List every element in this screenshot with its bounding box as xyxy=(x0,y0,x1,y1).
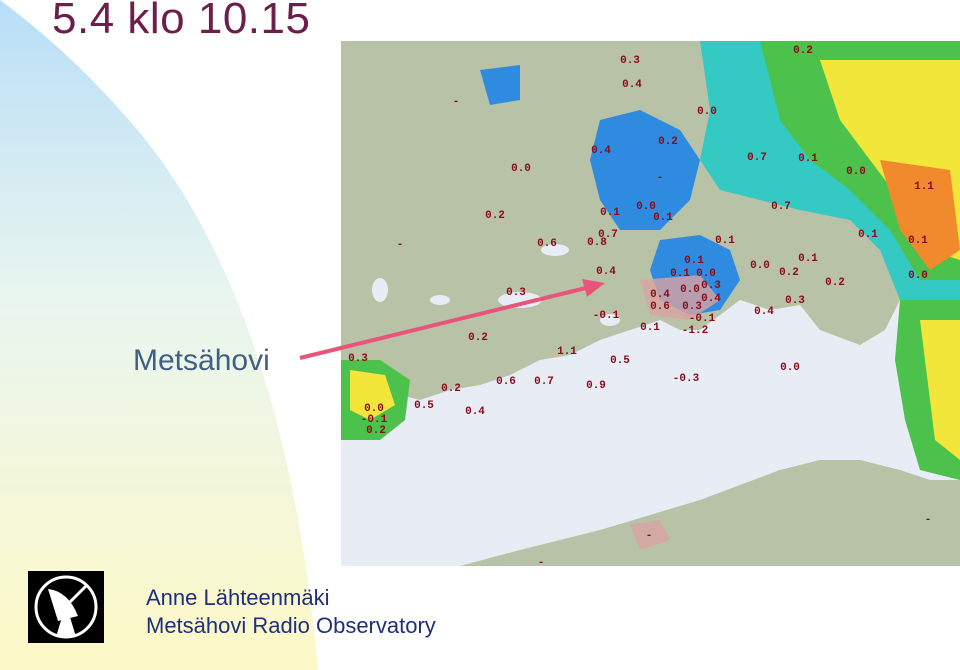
rain-value-label: 0.4 xyxy=(701,293,721,305)
rain-value-label: 0.3 xyxy=(620,55,640,67)
rain-value-label: -0.3 xyxy=(673,373,700,385)
rain-value-label: 0.6 xyxy=(496,376,516,388)
rain-value-label: 0.6 xyxy=(537,238,557,250)
rain-value-label: 0.2 xyxy=(793,45,813,57)
rain-value-label: 0.1 xyxy=(798,253,818,265)
rain-value-label: 0.1 xyxy=(670,268,690,280)
rain-value-label: 0.2 xyxy=(441,383,461,395)
rain-value-labels: 0.30.20.4-0.00.20.40.7 0.10.0 0.0-1.10.0 0.… xyxy=(348,45,934,566)
author-affiliation: Metsähovi Radio Observatory xyxy=(146,613,436,638)
rain-value-label: 0.0 xyxy=(680,284,700,296)
rain-value-label: 0.2 xyxy=(366,425,386,437)
rain-value-label: 1.1 xyxy=(557,346,577,358)
rain-value-label: 0.4 xyxy=(591,145,611,157)
rain-value-label: 0.1 xyxy=(640,322,660,334)
rain-value-label: 0.4 xyxy=(596,266,616,278)
rain-value-label: 0.5 xyxy=(414,400,434,412)
rain-value-label: 0.5 xyxy=(610,355,630,367)
rain-value-label: 0.3 xyxy=(348,353,368,365)
author-name: Anne Lähteenmäki xyxy=(146,585,330,610)
rain-value-label: 0.0 xyxy=(697,106,717,118)
rain-value-label: 0.0 xyxy=(511,163,531,175)
metsahovi-label: Metsähovi xyxy=(133,344,270,377)
rain-value-label: - xyxy=(657,172,664,184)
rain-value-label: 0.1 xyxy=(858,229,878,241)
rain-value-label: 0.7 xyxy=(771,201,791,213)
rain-value-label: 0.0 xyxy=(846,166,866,178)
observatory-logo xyxy=(28,571,104,643)
rain-value-label: 0.0 xyxy=(750,260,770,272)
rain-value-label: 0.1 xyxy=(715,235,735,247)
rain-value-label: 0.7 xyxy=(598,229,618,241)
rain-value-label: - xyxy=(646,530,653,542)
rain-value-label: 0.4 xyxy=(650,289,670,301)
rain-value-label: 0.3 xyxy=(701,280,721,292)
rain-value-label: -0.1 xyxy=(689,313,716,325)
slide-title: 5.4 klo 10.15 xyxy=(52,0,311,43)
rain-value-label: 0.8 xyxy=(587,237,607,249)
rain-value-label: 0.4 xyxy=(622,79,642,91)
rain-value-label: 0.0 xyxy=(364,403,384,415)
rain-value-label: -0.1 xyxy=(361,414,388,426)
rain-value-label: 0.1 xyxy=(908,235,928,247)
rain-value-label: -1.2 xyxy=(682,325,708,337)
rain-value-label: 0.7 xyxy=(747,152,767,164)
rain-value-label: - xyxy=(453,96,460,108)
rain-value-label: 0.1 xyxy=(600,207,620,219)
rain-value-label: 0.0 xyxy=(636,201,656,213)
rain-value-label: 0.2 xyxy=(779,267,799,279)
rain-value-label: 0.6 xyxy=(650,301,670,313)
rain-value-label: 0.2 xyxy=(658,136,678,148)
rain-value-label: 0.3 xyxy=(682,301,702,313)
rain-value-label: 0.7 xyxy=(534,376,554,388)
rain-value-label: 0.2 xyxy=(468,332,488,344)
author-block: Anne Lähteenmäki Metsähovi Radio Observa… xyxy=(146,584,436,640)
rain-value-label: - xyxy=(538,557,545,566)
rain-value-label: 0.1 xyxy=(798,153,818,165)
rain-value-label: -0.1 xyxy=(593,310,620,322)
rain-value-label: 0.4 xyxy=(465,406,485,418)
rain-value-label: - xyxy=(925,514,932,526)
south-land xyxy=(460,460,960,566)
rain-value-label: 0.9 xyxy=(586,380,606,392)
rain-value-label: 0.4 xyxy=(754,306,774,318)
rain-value-label: 0.0 xyxy=(780,362,800,374)
rain-value-label: 0.0 xyxy=(696,268,716,280)
rain-value-label: 0.1 xyxy=(653,212,673,224)
rain-value-label: 0.2 xyxy=(825,277,845,289)
rain-value-label: 0.0 xyxy=(908,270,928,282)
rain-value-label: - xyxy=(397,239,404,251)
radar-echoes xyxy=(341,41,960,550)
rain-value-label: 0.1 xyxy=(684,255,704,267)
rain-value-label: 0.3 xyxy=(506,287,526,299)
rain-value-label: 0.2 xyxy=(485,210,505,222)
rain-value-label: 1.1 xyxy=(914,181,934,193)
rain-value-label: 0.3 xyxy=(785,295,805,307)
radar-map: 0.30.20.4-0.00.20.40.7 0.10.0 0.0-1.10.0 0.… xyxy=(341,41,960,566)
